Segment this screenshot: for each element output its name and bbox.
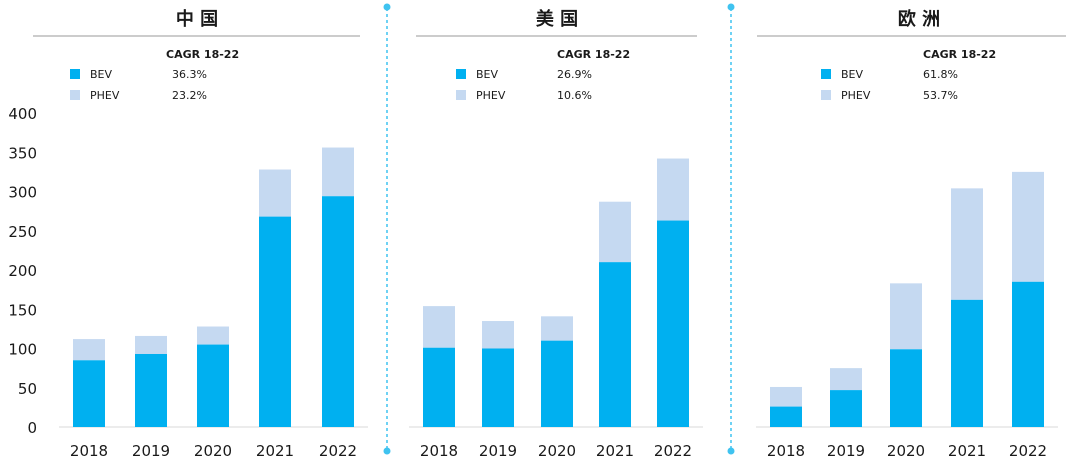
legend-header: CAGR 18-22 — [166, 48, 239, 61]
legend-value: 53.7% — [923, 89, 958, 102]
bar-phev — [259, 169, 291, 217]
y-tick-label: 100 — [8, 341, 37, 359]
legend-label: PHEV — [90, 89, 120, 102]
bar-phev — [599, 201, 631, 263]
x-tick-label: 2022 — [319, 442, 357, 460]
x-tick-label: 2018 — [767, 442, 805, 460]
x-tick-label: 2020 — [194, 442, 232, 460]
bar-phev — [890, 283, 922, 350]
bar-bev — [482, 348, 514, 427]
bar-bev — [1012, 281, 1044, 427]
legend-value: 36.3% — [172, 68, 207, 81]
bar-phev — [197, 326, 229, 345]
legend-label: BEV — [476, 68, 498, 81]
legend-swatch-phev — [456, 90, 466, 100]
legend-header: CAGR 18-22 — [923, 48, 996, 61]
x-tick-label: 2020 — [887, 442, 925, 460]
bar-bev — [951, 299, 983, 427]
bar-phev — [541, 316, 573, 341]
panel-title: 欧 洲 — [898, 8, 940, 30]
x-tick-label: 2019 — [132, 442, 170, 460]
bar-bev — [322, 196, 354, 427]
legend-value: 23.2% — [172, 89, 207, 102]
x-tick-label: 2019 — [479, 442, 517, 460]
bar-phev — [830, 368, 862, 391]
bar-phev — [73, 339, 105, 361]
bar-phev — [951, 188, 983, 300]
x-tick-label: 2021 — [596, 442, 634, 460]
bar-bev — [135, 353, 167, 427]
x-tick-label: 2022 — [654, 442, 692, 460]
x-tick-label: 2019 — [827, 442, 865, 460]
legend-swatch-bev — [70, 69, 80, 79]
bar-bev — [599, 262, 631, 427]
divider-dot — [727, 3, 735, 11]
legend-label: BEV — [841, 68, 863, 81]
legend-swatch-bev — [456, 69, 466, 79]
legend-value: 10.6% — [557, 89, 592, 102]
y-tick-label: 200 — [8, 262, 37, 280]
bar-phev — [1012, 171, 1044, 282]
legend-header: CAGR 18-22 — [557, 48, 630, 61]
legend-value: 26.9% — [557, 68, 592, 81]
y-tick-label: 350 — [8, 144, 37, 162]
bar-phev — [482, 321, 514, 349]
bar-phev — [322, 147, 354, 197]
bar-bev — [890, 349, 922, 427]
bar-bev — [73, 360, 105, 427]
y-tick-label: 0 — [27, 419, 37, 437]
bar-bev — [830, 390, 862, 427]
bar-bev — [541, 340, 573, 427]
legend-swatch-phev — [821, 90, 831, 100]
y-tick-label: 300 — [8, 184, 37, 202]
divider-dot — [383, 3, 391, 11]
x-tick-label: 2020 — [538, 442, 576, 460]
bar-phev — [135, 335, 167, 354]
bar-bev — [770, 406, 802, 427]
bar-phev — [657, 158, 689, 221]
divider-dot — [383, 447, 391, 455]
legend-label: BEV — [90, 68, 112, 81]
x-tick-label: 2022 — [1009, 442, 1047, 460]
legend-value: 61.8% — [923, 68, 958, 81]
bar-bev — [197, 344, 229, 427]
legend-swatch-phev — [70, 90, 80, 100]
x-tick-label: 2018 — [420, 442, 458, 460]
bar-phev — [770, 386, 802, 407]
legend-label: PHEV — [476, 89, 506, 102]
x-tick-label: 2021 — [948, 442, 986, 460]
y-tick-label: 250 — [8, 223, 37, 241]
bar-bev — [423, 347, 455, 427]
x-tick-label: 2021 — [256, 442, 294, 460]
bar-bev — [657, 220, 689, 427]
bar-phev — [423, 306, 455, 348]
y-tick-label: 150 — [8, 301, 37, 319]
bar-bev — [259, 216, 291, 427]
panel-title: 中 国 — [176, 8, 218, 30]
divider-dot — [727, 447, 735, 455]
x-tick-label: 2018 — [70, 442, 108, 460]
panel-title: 美 国 — [536, 8, 578, 30]
y-tick-label: 400 — [8, 105, 37, 123]
legend-swatch-bev — [821, 69, 831, 79]
legend-label: PHEV — [841, 89, 871, 102]
y-tick-label: 50 — [18, 380, 37, 398]
